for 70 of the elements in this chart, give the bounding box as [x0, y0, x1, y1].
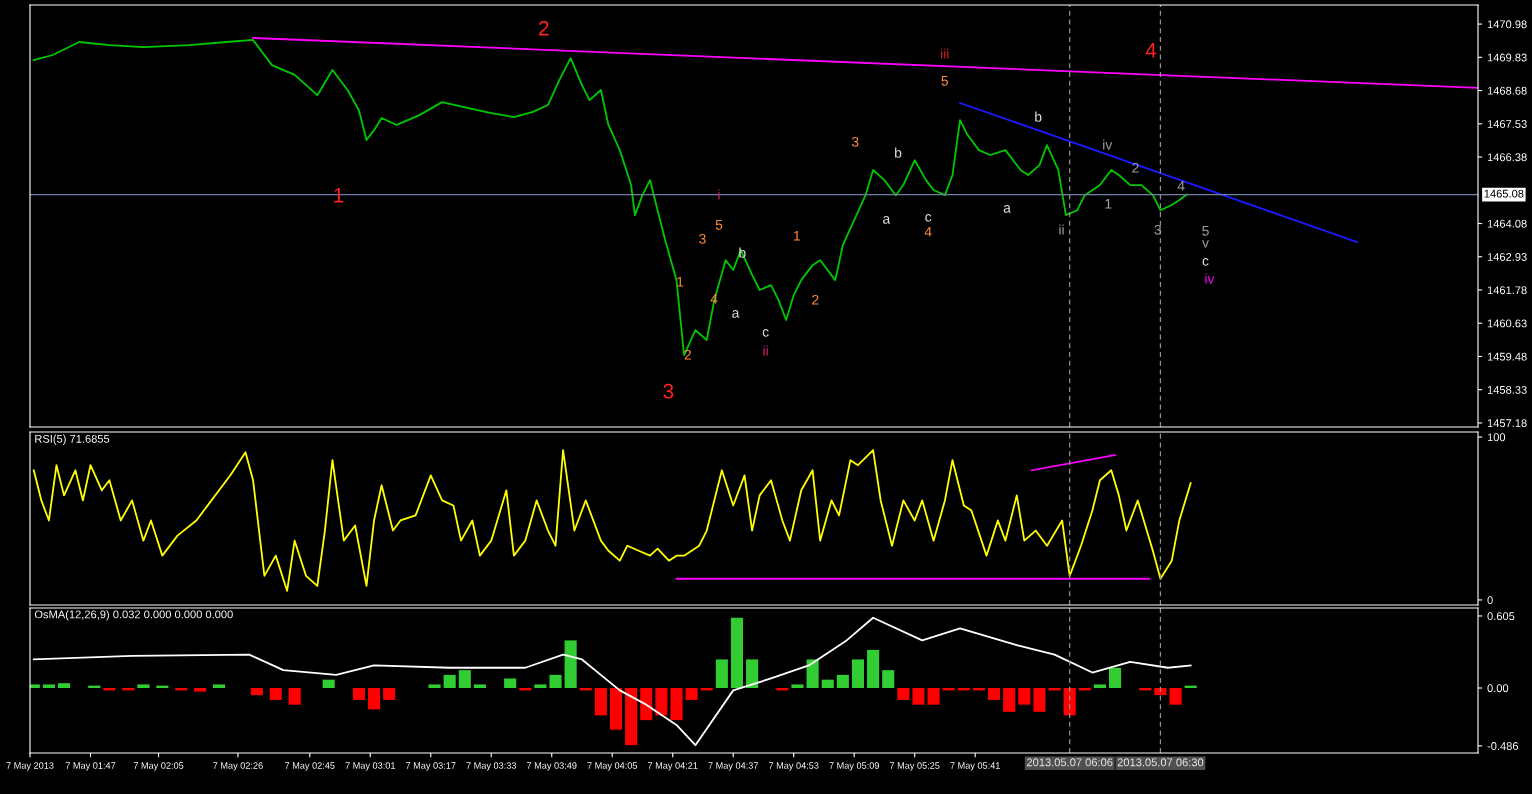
annotation: a — [883, 216, 891, 224]
annotation: ii — [763, 345, 768, 356]
x-tick-label: 7 May 02:45 — [285, 762, 335, 771]
annotation: iv — [1103, 139, 1113, 150]
ref-line-label: 2013.05.07 06:30 — [1117, 758, 1204, 767]
x-tick-label: 7 May 05:41 — [950, 762, 1000, 771]
y-tick-label: 1469.83 — [1487, 53, 1527, 62]
y-tick-label: 1459.48 — [1487, 352, 1527, 361]
annotation: a — [1003, 205, 1011, 213]
x-tick-label: 7 May 02:26 — [213, 762, 263, 771]
annotation: 3 — [663, 383, 674, 399]
y-tick-label: 100 — [1487, 433, 1506, 442]
annotation: 1 — [1105, 199, 1112, 209]
annotation: 1 — [794, 231, 800, 241]
annotation: 3 — [851, 136, 859, 147]
x-tick-label: 7 May 03:33 — [466, 762, 517, 771]
annotation: 2 — [684, 349, 691, 360]
x-tick-label: 7 May 03:17 — [406, 762, 456, 771]
annotation: 5 — [1202, 226, 1209, 236]
annotation: 4 — [924, 227, 932, 237]
annotation: c — [1202, 258, 1209, 266]
annotation: ii — [1059, 224, 1064, 235]
y-tick-label: 1464.08 — [1487, 219, 1527, 228]
annotation: v — [1202, 240, 1209, 248]
x-tick-label: 7 May 04:21 — [647, 762, 698, 771]
annotation: i — [718, 189, 720, 200]
x-tick-label: 7 May 05:09 — [829, 762, 879, 771]
chart-title: RSI(5) 71.6855 — [35, 434, 110, 445]
x-tick-label: 7 May 03:49 — [526, 762, 577, 771]
annotation: 4 — [1177, 181, 1185, 191]
annotation: iv — [1205, 273, 1215, 284]
y-tick-label: 1467.53 — [1487, 120, 1527, 128]
annotation: 3 — [699, 233, 706, 244]
x-tick-label: 7 May 2013 — [6, 762, 54, 771]
ref-line-label: 2013.05.07 06:06 — [1027, 758, 1113, 767]
annotation: iii — [941, 48, 949, 59]
y-tick-label: 1458.33 — [1487, 385, 1527, 394]
annotation: c — [762, 329, 769, 337]
annotation: a — [732, 310, 740, 318]
ref-line-label: 1465.08 — [1484, 189, 1524, 198]
y-tick-label: 1460.63 — [1487, 319, 1527, 328]
y-tick-label: 0 — [1487, 596, 1493, 605]
annotation: b — [1035, 111, 1042, 122]
x-tick-label: 7 May 04:05 — [587, 762, 638, 771]
annotation: 1 — [677, 277, 684, 287]
annotation: 2 — [1132, 162, 1139, 173]
annotation: c — [925, 214, 932, 222]
annotation: 2 — [539, 20, 549, 36]
y-tick-label: 1470.98 — [1487, 20, 1527, 29]
y-tick-label: 0.00 — [1487, 684, 1509, 693]
y-tick-label: 1462.93 — [1487, 253, 1527, 261]
y-tick-label: 1468.68 — [1487, 86, 1527, 95]
y-tick-label: 1466.38 — [1487, 153, 1527, 162]
annotation: b — [895, 147, 902, 158]
chart-title: OsMA(12,26,9) 0.032 0.000 0.000 0.000 — [34, 610, 233, 621]
x-tick-label: 7 May 04:53 — [768, 762, 819, 771]
annotation: 5 — [715, 220, 723, 230]
y-tick-label: 1457.18 — [1487, 419, 1527, 428]
annotation: 5 — [941, 76, 949, 86]
x-tick-label: 7 May 05:25 — [889, 762, 940, 771]
annotation: 4 — [1145, 43, 1157, 58]
y-tick-label: 1461.78 — [1487, 286, 1527, 295]
y-tick-label: -0.486 — [1487, 742, 1519, 750]
annotation: 3 — [1154, 224, 1162, 235]
x-tick-label: 7 May 03:01 — [345, 762, 396, 771]
y-tick-label: 0.605 — [1487, 612, 1515, 621]
x-tick-label: 7 May 02:05 — [133, 762, 184, 771]
x-tick-label: 7 May 01:47 — [65, 762, 116, 771]
annotation: 2 — [812, 294, 819, 305]
x-tick-label: 7 May 04:37 — [708, 762, 758, 771]
